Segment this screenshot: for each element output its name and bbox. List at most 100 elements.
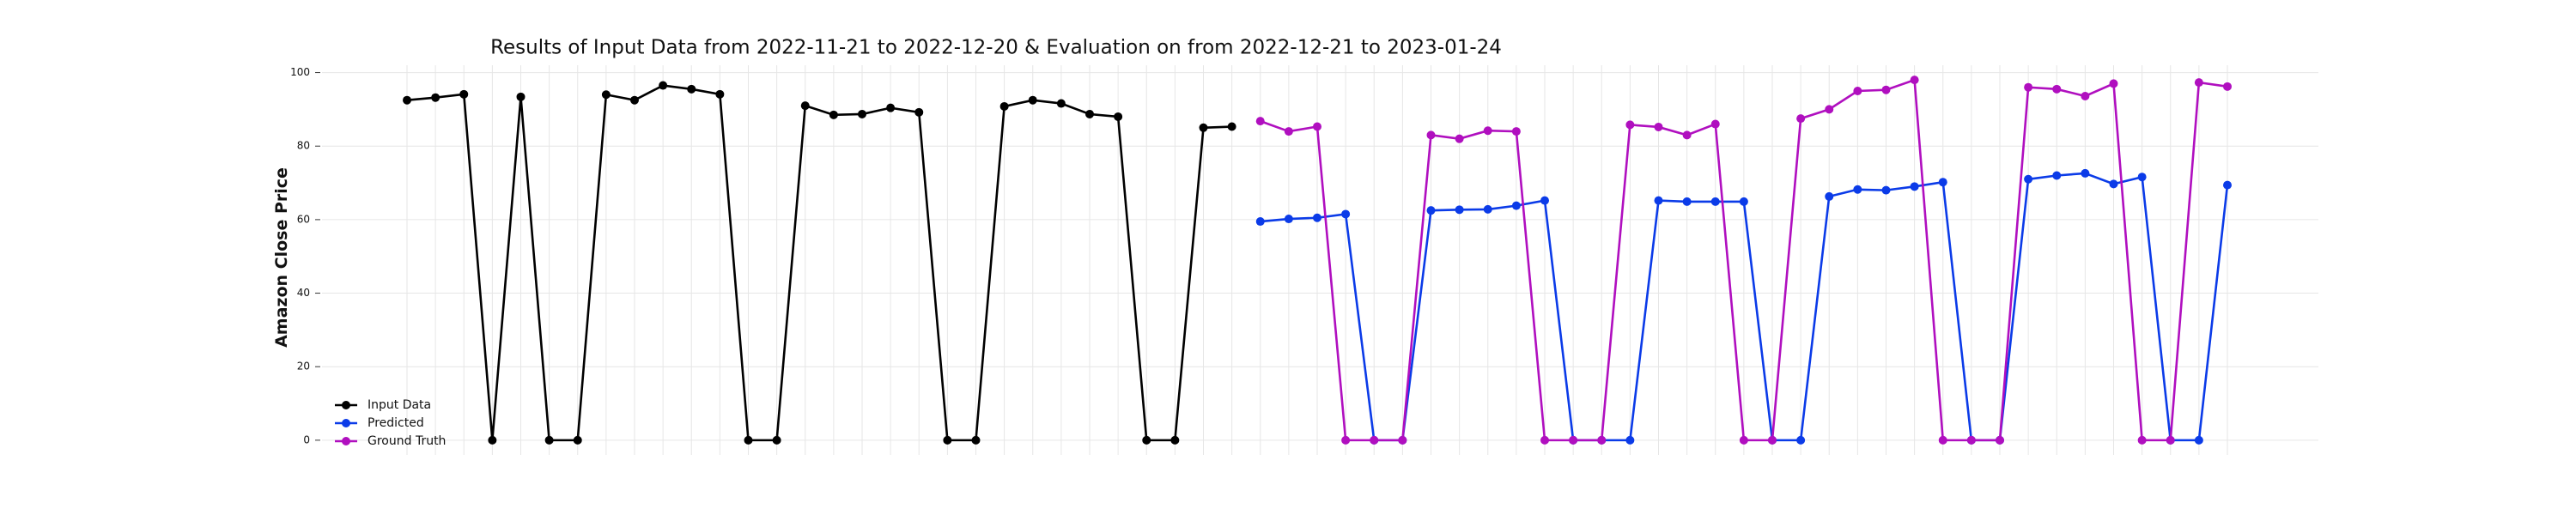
data-point	[2109, 79, 2118, 88]
legend-marker	[342, 419, 350, 427]
data-point	[1455, 134, 1464, 143]
data-point	[1511, 127, 1521, 136]
data-point	[1853, 185, 1862, 194]
data-point	[1540, 435, 1549, 445]
data-point	[1284, 215, 1293, 224]
legend-label: Ground Truth	[368, 434, 446, 448]
legend-label: Predicted	[368, 416, 424, 430]
data-point	[1682, 197, 1692, 206]
data-point	[1796, 435, 1806, 445]
data-point	[2194, 78, 2203, 88]
data-point	[1739, 197, 1748, 206]
data-point	[1739, 435, 1748, 445]
data-point	[1881, 185, 1891, 195]
chart-title: Results of Input Data from 2022-11-21 to…	[490, 37, 1502, 59]
data-point	[1255, 217, 1265, 227]
data-point	[1938, 178, 1947, 187]
legend-marker	[342, 437, 350, 445]
data-point	[1654, 196, 1663, 205]
data-point	[573, 435, 582, 445]
data-point	[829, 110, 838, 119]
data-point	[2166, 435, 2175, 445]
data-point	[516, 92, 526, 101]
data-point	[1825, 105, 1834, 114]
data-point	[1710, 197, 1720, 206]
y-tick-label: 20	[297, 360, 310, 373]
data-point	[2052, 171, 2062, 180]
data-point	[1825, 191, 1834, 201]
data-point	[1540, 196, 1549, 205]
data-point	[1199, 123, 1208, 132]
data-point	[2223, 82, 2232, 91]
data-point	[630, 95, 639, 105]
data-point	[1056, 99, 1066, 108]
data-point	[1654, 122, 1663, 131]
data-point	[744, 435, 753, 445]
y-tick-label: 40	[297, 287, 310, 299]
data-point	[1569, 435, 1578, 445]
data-point	[544, 435, 554, 445]
data-point	[1966, 435, 1976, 445]
y-axis-label: Amazon Close Price	[272, 167, 291, 348]
data-point	[1114, 112, 1123, 121]
data-point	[1910, 76, 1919, 85]
data-point	[1284, 127, 1293, 136]
data-point	[1483, 126, 1492, 136]
data-point	[403, 95, 411, 105]
data-point	[1910, 182, 1919, 191]
data-point	[2081, 91, 2090, 100]
data-point	[687, 84, 696, 94]
data-point	[1341, 209, 1351, 219]
data-point	[1227, 122, 1236, 131]
data-point	[1455, 205, 1464, 215]
data-point	[2137, 173, 2147, 182]
data-point	[971, 435, 981, 445]
data-point	[1768, 435, 1777, 445]
data-point	[2081, 168, 2090, 178]
data-point	[2024, 82, 2033, 92]
data-point	[1682, 130, 1692, 140]
data-point	[1483, 204, 1492, 214]
data-point	[459, 89, 469, 99]
data-point	[1796, 114, 1806, 124]
data-point	[1028, 95, 1037, 105]
y-tick-label: 100	[290, 66, 310, 78]
y-tick-label: 0	[303, 433, 310, 445]
data-point	[2109, 179, 2118, 189]
legend-label: Input Data	[368, 398, 431, 412]
data-point	[1938, 435, 1947, 445]
data-point	[943, 435, 952, 445]
data-point	[1710, 119, 1720, 129]
data-point	[1313, 213, 1321, 222]
data-point	[1881, 85, 1891, 94]
y-tick-label: 80	[297, 140, 310, 152]
data-point	[1085, 109, 1094, 118]
data-point	[1142, 435, 1151, 445]
data-point	[601, 90, 611, 100]
data-point	[1511, 201, 1521, 210]
data-point	[1313, 122, 1321, 131]
data-point	[800, 101, 810, 111]
series-line	[406, 84, 1232, 442]
data-point	[999, 101, 1009, 111]
data-point	[2137, 435, 2147, 445]
data-point	[1597, 435, 1607, 445]
data-point	[1170, 435, 1180, 445]
data-point	[1426, 206, 1436, 215]
data-point	[488, 435, 497, 445]
data-point	[715, 89, 725, 99]
data-point	[886, 103, 896, 112]
data-point	[1341, 435, 1351, 445]
data-point	[1625, 120, 1635, 130]
data-point	[431, 93, 440, 102]
data-point	[2194, 435, 2203, 445]
data-point	[914, 107, 924, 117]
data-point	[1853, 86, 1862, 95]
data-point	[2024, 174, 2033, 184]
data-point	[772, 435, 781, 445]
data-point	[2223, 180, 2232, 190]
y-tick-label: 60	[297, 213, 310, 225]
data-point	[1398, 435, 1407, 445]
data-point	[2052, 84, 2062, 94]
